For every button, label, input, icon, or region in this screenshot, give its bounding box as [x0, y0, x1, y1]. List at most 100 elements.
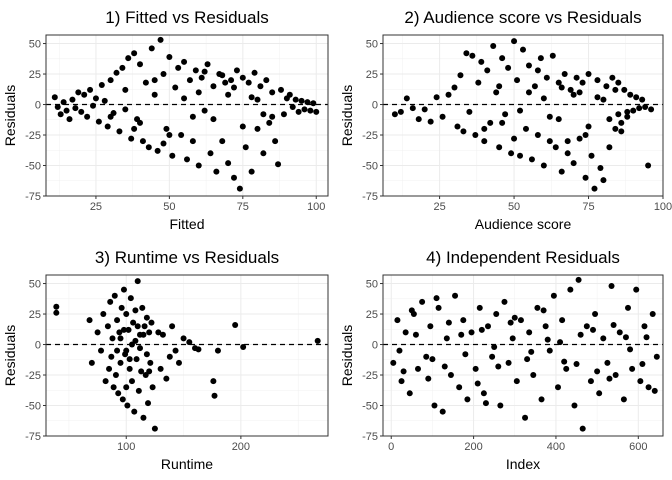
data-point: [314, 337, 321, 344]
data-point: [137, 61, 143, 68]
data-point: [615, 111, 622, 118]
data-point: [511, 38, 518, 45]
data-point: [166, 53, 173, 60]
data-point: [63, 107, 70, 114]
data-points: [51, 36, 320, 192]
data-point: [201, 68, 208, 75]
data-point: [474, 380, 481, 387]
data-point: [210, 378, 217, 385]
data-point: [163, 125, 170, 132]
data-point: [606, 375, 613, 382]
x-tick-label: 75: [582, 201, 594, 213]
data-point: [137, 345, 143, 352]
data-point: [445, 319, 452, 326]
data-point: [119, 396, 126, 403]
data-point: [98, 82, 105, 89]
data-point: [175, 359, 182, 366]
data-point: [210, 116, 217, 123]
y-tick-label: -75: [25, 191, 41, 203]
y-tick-label: -50: [362, 161, 378, 173]
data-point: [517, 152, 524, 159]
data-point: [505, 64, 512, 71]
x-tick-label: 0: [388, 441, 394, 453]
data-point: [228, 77, 235, 84]
data-point: [454, 123, 461, 130]
y-tick-label: 25: [366, 309, 378, 321]
data-point: [145, 144, 152, 151]
y-tick-label: -75: [362, 191, 378, 203]
y-tick-label: 0: [372, 100, 378, 112]
data-point: [511, 135, 518, 142]
data-point: [571, 402, 578, 409]
data-point: [178, 132, 185, 139]
data-point: [116, 128, 123, 135]
plot-border: [45, 34, 329, 197]
data-point: [639, 361, 646, 368]
data-point: [131, 408, 138, 415]
data-point: [534, 132, 541, 139]
data-point: [269, 113, 276, 120]
data-point: [451, 84, 458, 91]
y-tick-label: 0: [35, 340, 41, 352]
data-point: [579, 425, 586, 432]
x-tick-label: 200: [232, 441, 250, 453]
data-point: [69, 96, 76, 103]
data-point: [87, 86, 94, 93]
data-point: [231, 84, 237, 91]
data-point: [621, 86, 628, 93]
data-point: [522, 414, 529, 421]
chart-title: 4) Independent Residuals: [426, 248, 620, 267]
y-tick-label: 0: [372, 340, 378, 352]
data-point: [92, 95, 99, 102]
data-point: [641, 323, 648, 330]
plot-border: [382, 34, 664, 197]
data-point: [540, 95, 547, 102]
data-point: [610, 322, 617, 329]
data-point: [585, 123, 592, 130]
data-point: [169, 152, 176, 159]
data-point: [524, 356, 531, 363]
data-point: [543, 74, 550, 81]
data-point: [481, 125, 488, 132]
x-axis-label: Runtime: [161, 456, 213, 472]
data-point: [398, 378, 405, 385]
data-point: [111, 292, 118, 299]
data-point: [189, 138, 196, 145]
data-point: [133, 356, 140, 363]
data-point: [496, 144, 503, 151]
data-point: [260, 111, 267, 118]
data-point: [145, 400, 152, 407]
data-point: [435, 304, 442, 311]
data-point: [313, 108, 320, 115]
data-point: [124, 402, 131, 409]
data-point: [484, 67, 491, 74]
data-point: [172, 84, 179, 91]
data-point: [537, 55, 544, 62]
y-tick-label: 50: [29, 279, 41, 291]
data-point: [612, 125, 619, 132]
data-point: [146, 329, 153, 336]
data-point: [643, 334, 650, 341]
data-point: [616, 329, 623, 336]
data-point: [466, 108, 473, 115]
data-point: [180, 335, 187, 342]
data-point: [140, 331, 147, 338]
data-point: [225, 160, 232, 167]
data-point: [421, 106, 428, 113]
data-point: [583, 323, 590, 330]
x-tick-label: 25: [433, 201, 445, 213]
data-point: [263, 77, 270, 84]
data-point: [125, 326, 132, 333]
data-point: [546, 347, 553, 354]
data-point: [222, 79, 229, 86]
data-point: [540, 162, 547, 169]
data-point: [468, 329, 475, 336]
data-point: [397, 108, 404, 115]
data-point: [307, 107, 314, 114]
data-point: [627, 346, 634, 353]
data-point: [427, 118, 434, 125]
x-axis-label: Audience score: [475, 216, 572, 232]
data-point: [590, 326, 596, 333]
panel-2: 25 50 75 100 -75 -50 -25 0 25 50 2) Audience score…: [339, 8, 672, 232]
chart-title: 3) Runtime vs Residuals: [95, 248, 279, 267]
